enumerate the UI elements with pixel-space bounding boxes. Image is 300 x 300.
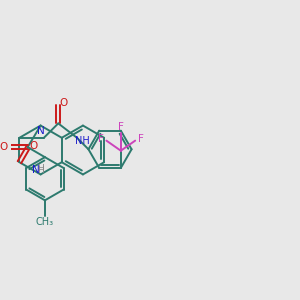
Text: O: O: [59, 98, 68, 108]
Text: O: O: [29, 141, 38, 151]
Text: N: N: [37, 126, 44, 136]
Text: N: N: [32, 165, 39, 176]
Text: O: O: [0, 142, 7, 152]
Text: NH: NH: [75, 136, 89, 146]
Text: CH₃: CH₃: [36, 218, 54, 227]
Text: H: H: [37, 166, 44, 175]
Text: H: H: [37, 164, 44, 172]
Text: F: F: [98, 134, 103, 144]
Text: F: F: [118, 122, 124, 132]
Text: F: F: [138, 134, 144, 144]
